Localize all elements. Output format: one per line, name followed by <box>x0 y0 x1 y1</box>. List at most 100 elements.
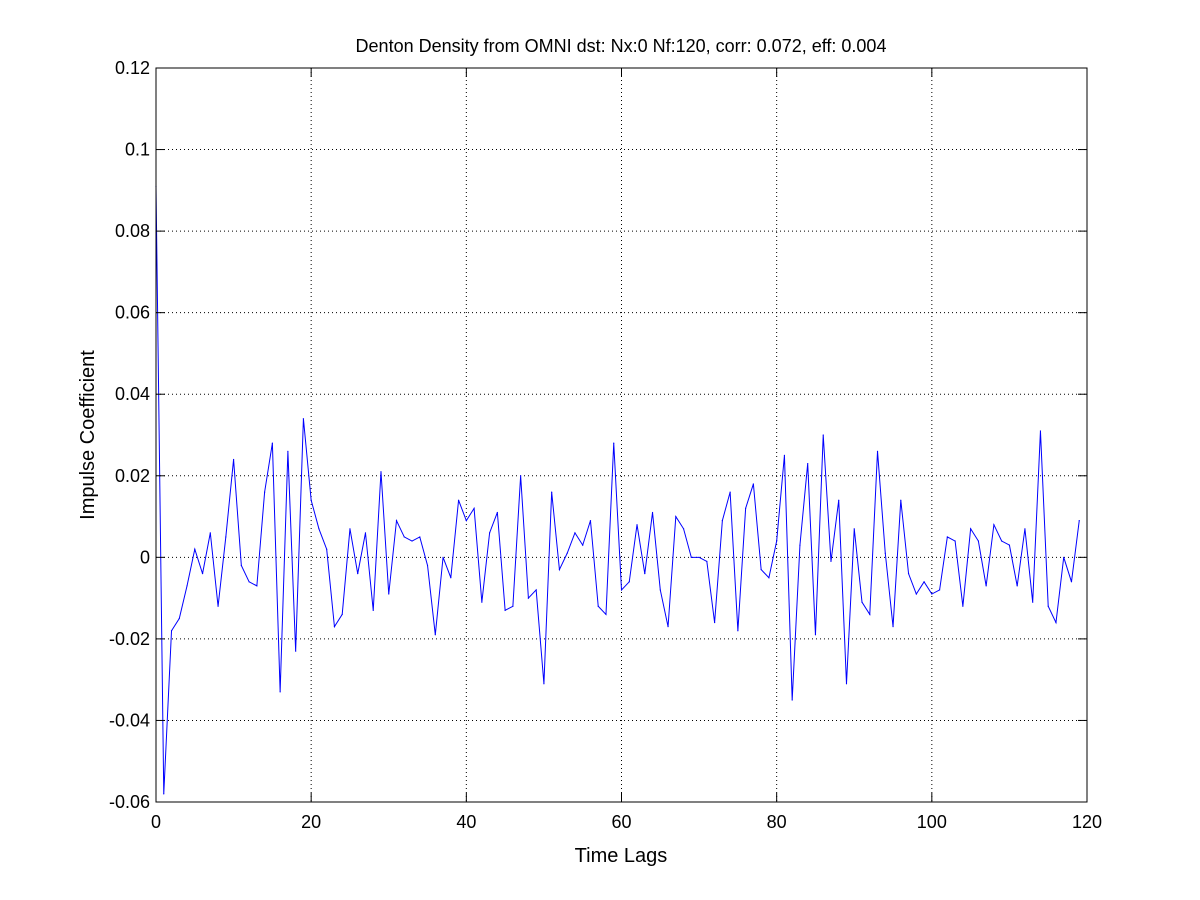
data-point <box>861 601 863 603</box>
data-point <box>163 793 165 795</box>
data-point <box>558 568 561 571</box>
y-axis-label: Impulse Coefficient <box>77 350 99 520</box>
data-point <box>838 499 840 501</box>
x-tick-label: 40 <box>456 812 476 832</box>
data-point <box>326 548 328 550</box>
data-point <box>721 520 723 522</box>
data-point <box>217 605 219 607</box>
data-point <box>209 532 211 534</box>
data-point <box>279 691 281 693</box>
y-tick-label: -0.04 <box>109 710 150 730</box>
data-point <box>225 536 227 538</box>
data-point <box>938 589 941 591</box>
x-tick-label: 100 <box>917 812 947 832</box>
data-point <box>1039 430 1042 432</box>
data-point <box>1024 528 1026 530</box>
data-point <box>752 483 754 485</box>
data-point <box>302 418 305 420</box>
data-point <box>240 564 242 567</box>
data-point <box>620 589 623 591</box>
data-point <box>1078 520 1080 522</box>
data-point <box>985 585 987 587</box>
chart-title: Denton Density from OMNI dst: Nx:0 Nf:12… <box>356 36 887 56</box>
data-point <box>574 532 576 534</box>
data-point <box>993 524 995 526</box>
y-tick-label: 0.1 <box>125 140 150 160</box>
data-point <box>613 442 615 444</box>
y-tick-labels: -0.06 -0.04 -0.02 0 0.02 0.04 0.06 0.08 0.1 0.12 <box>109 58 150 812</box>
data-point <box>186 585 188 587</box>
data-point <box>512 605 514 607</box>
data-point <box>256 585 258 587</box>
data-point <box>489 532 491 534</box>
data-point <box>729 491 731 493</box>
data-point <box>170 630 173 632</box>
data-point <box>194 548 196 550</box>
data-point <box>659 589 661 591</box>
data-point <box>582 544 584 546</box>
y-tick-label: 0.02 <box>115 466 150 486</box>
data-point <box>1001 540 1003 542</box>
data-point <box>783 454 786 456</box>
data-point <box>628 581 630 583</box>
data-point <box>876 450 879 452</box>
data-point <box>434 634 436 636</box>
x-axis-label: Time Lags <box>575 845 668 867</box>
data-point <box>457 499 460 501</box>
data-point <box>970 528 972 530</box>
data-point <box>884 552 886 554</box>
data-point <box>597 605 599 607</box>
data-point <box>954 540 956 542</box>
data-point <box>504 609 506 611</box>
data-point <box>1063 556 1065 558</box>
data-point <box>349 528 351 530</box>
data-point <box>682 528 685 530</box>
data-point <box>962 605 964 607</box>
y-tick-label: 0 <box>140 547 150 567</box>
data-point <box>768 577 770 579</box>
data-point <box>1008 544 1011 546</box>
data-point <box>698 556 700 558</box>
data-point <box>287 450 289 452</box>
data-point <box>357 573 359 575</box>
data-point <box>931 593 933 595</box>
data-point <box>915 593 917 595</box>
data-point <box>1047 605 1049 607</box>
data-point <box>737 630 739 632</box>
data-point <box>201 573 204 575</box>
data-point <box>605 613 607 616</box>
data-point <box>690 556 692 558</box>
data-point <box>419 536 421 538</box>
data-point <box>520 475 522 477</box>
data-point <box>395 520 398 522</box>
data-point <box>807 462 809 465</box>
data-point <box>426 564 429 567</box>
data-point <box>248 581 250 583</box>
data-point <box>760 568 762 571</box>
data-point <box>853 528 855 530</box>
series-layer <box>155 185 1080 795</box>
plot-area <box>156 68 1087 802</box>
data-point <box>372 609 374 611</box>
data-point <box>473 507 475 509</box>
data-point <box>341 613 343 616</box>
data-point <box>946 536 948 538</box>
data-point <box>388 593 390 595</box>
x-tick-label: 120 <box>1072 812 1102 832</box>
data-point <box>822 434 824 436</box>
data-point <box>450 577 452 579</box>
data-point <box>814 634 817 636</box>
y-tick-label: 0.04 <box>115 384 150 404</box>
data-point <box>589 520 592 522</box>
data-point <box>364 532 367 534</box>
data-point <box>651 511 654 514</box>
data-point <box>264 491 266 493</box>
x-tick-label: 0 <box>151 812 161 832</box>
y-tick-label: 0.12 <box>115 58 150 78</box>
data-point <box>675 515 677 518</box>
y-tick-label: -0.02 <box>109 629 150 649</box>
data-point <box>178 617 180 620</box>
data-point <box>869 613 871 616</box>
data-point <box>644 573 646 575</box>
data-point <box>271 442 273 444</box>
